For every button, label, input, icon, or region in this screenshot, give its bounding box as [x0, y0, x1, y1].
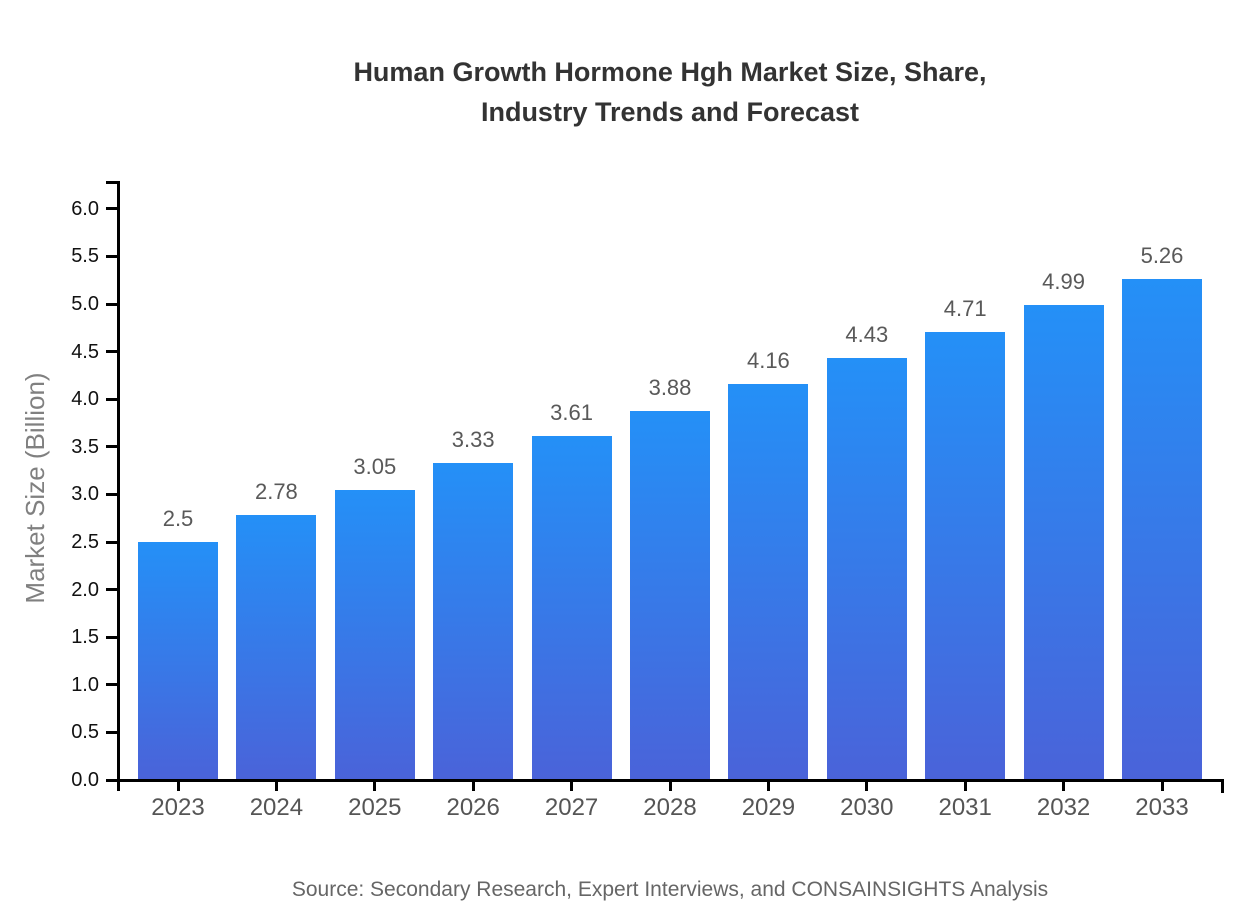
y-tick-label: 0.5: [71, 721, 99, 744]
bar: [138, 542, 218, 779]
x-tick-mark: [471, 780, 475, 791]
x-tick-mark: [274, 780, 278, 791]
bar-value-label: 3.88: [648, 374, 692, 400]
x-tick-label: 2028: [643, 794, 697, 821]
y-tick-label: 0.0: [71, 769, 99, 791]
bar-value-label: 2.5: [162, 506, 194, 531]
x-tick-mark: [176, 780, 180, 791]
bar-value-label: 2.78: [254, 479, 298, 505]
bar: [236, 515, 317, 779]
bar-value-label: 5.26: [1140, 243, 1184, 269]
bar-value-label: 3.05: [353, 453, 397, 479]
y-tick-label: 4.0: [71, 388, 99, 411]
bar: [433, 462, 514, 779]
x-tick-mark: [766, 780, 770, 791]
bar-value-label: 3.61: [550, 400, 593, 426]
bar: [925, 331, 1006, 779]
y-tick-mark: [105, 254, 117, 258]
y-tick-mark: [105, 683, 117, 687]
y-tick-label: 3.0: [71, 483, 99, 506]
y-tick-mark: [105, 492, 117, 496]
y-tick-mark: [105, 350, 117, 354]
y-tick-label: 1.5: [71, 626, 99, 649]
x-axis-right-cap: [1220, 778, 1224, 793]
y-tick-label: 4.5: [71, 340, 99, 363]
x-tick-mark: [963, 780, 967, 791]
y-tick-label: 2.0: [71, 578, 99, 601]
y-tick-label: 5.0: [71, 293, 99, 315]
bar-value-label: 4.16: [746, 347, 790, 373]
x-tick-label: 2031: [938, 794, 992, 821]
x-tick-label: 2029: [741, 794, 796, 821]
x-tick-label: 2032: [1036, 794, 1091, 821]
y-tick-label: 1.0: [71, 673, 99, 696]
y-tick-label: 2.5: [71, 531, 99, 553]
y-tick-label: 6.0: [71, 197, 99, 220]
bar-value-label: 4.99: [1042, 268, 1085, 294]
bar: [630, 410, 710, 779]
y-tick-mark: [105, 588, 117, 592]
y-tick-label: 3.5: [71, 435, 99, 458]
x-tick-label: 2024: [249, 794, 304, 821]
y-tick-mark: [105, 730, 117, 734]
y-tick-mark: [105, 778, 117, 782]
y-tick-mark: [105, 540, 117, 544]
bar-value-label: 4.43: [845, 322, 889, 348]
bar: [1023, 304, 1104, 779]
x-tick-mark: [668, 780, 672, 791]
chart-title: Human Growth Hormone Hgh Market Size, Sh…: [118, 52, 1222, 132]
bar: [531, 436, 612, 779]
y-axis-top-cap: [105, 181, 117, 184]
x-tick-label: 2027: [544, 794, 599, 821]
x-tick-mark: [1160, 780, 1164, 791]
x-tick-mark: [1062, 780, 1066, 791]
x-tick-label: 2023: [151, 794, 205, 821]
y-tick-label: 5.5: [71, 245, 99, 268]
chart-title-line-1: Human Growth Hormone Hgh Market Size, Sh…: [353, 57, 987, 87]
x-tick-label: 2026: [446, 794, 500, 821]
x-tick-label: 2030: [840, 794, 894, 821]
chart-title-line-2: Industry Trends and Forecast: [480, 97, 860, 127]
bar-value-label: 4.71: [943, 295, 987, 321]
x-tick-mark: [373, 780, 377, 791]
x-tick-label: 2033: [1135, 794, 1189, 821]
bar: [826, 358, 907, 779]
x-tick-label: 2025: [348, 794, 402, 821]
bar: [1122, 279, 1202, 779]
y-tick-mark: [105, 207, 117, 211]
y-tick-mark: [105, 397, 117, 401]
bar: [334, 489, 415, 779]
bar-value-label: 3.33: [451, 426, 495, 452]
y-tick-mark: [105, 635, 117, 639]
bar: [728, 383, 809, 779]
x-tick-mark: [865, 780, 869, 791]
y-tick-mark: [105, 302, 117, 306]
source-note: Source: Secondary Research, Expert Inter…: [291, 878, 1049, 901]
y-axis-spine: [116, 181, 120, 791]
x-tick-mark: [570, 780, 574, 791]
y-tick-mark: [105, 445, 117, 449]
